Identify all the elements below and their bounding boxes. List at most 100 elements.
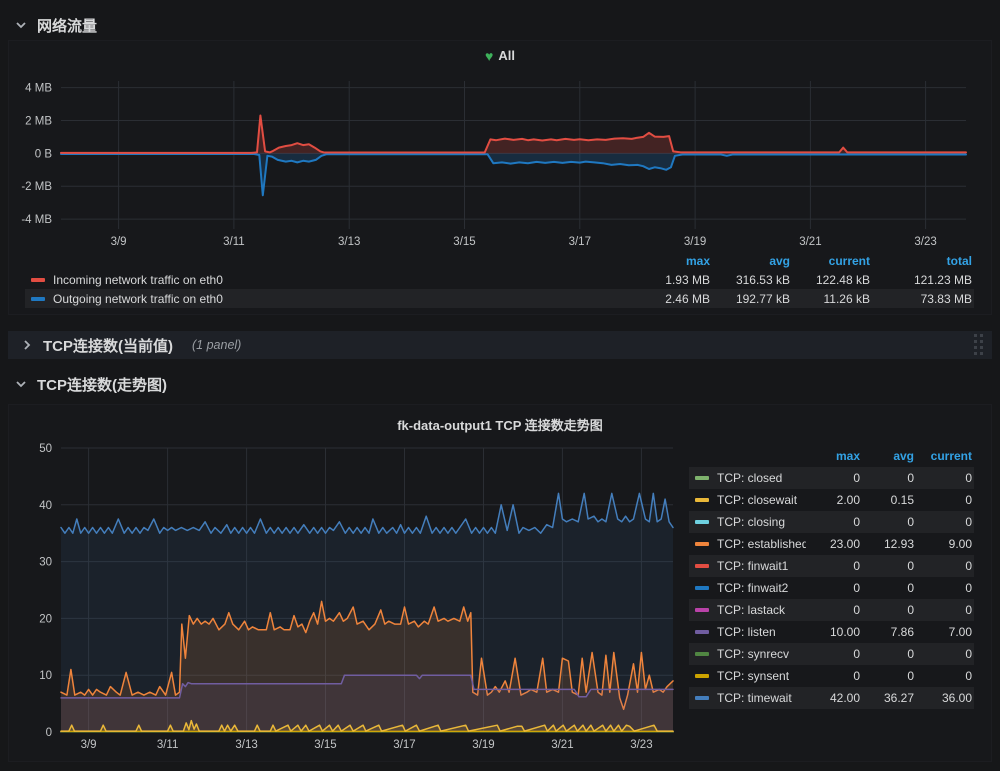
legend-series-label[interactable]: TCP: synrecv <box>689 647 806 661</box>
row-header-tcp-trend[interactable]: TCP连接数(走势图) <box>14 372 167 396</box>
svg-text:40: 40 <box>39 500 52 512</box>
legend-row: TCP: lastack 0 0 0 <box>689 599 974 621</box>
svg-text:3/9: 3/9 <box>111 236 127 247</box>
svg-text:0 B: 0 B <box>35 148 53 160</box>
series-color-swatch <box>695 498 709 502</box>
legend-value: 316.53 kB <box>735 272 790 287</box>
legend-value: 23.00 <box>829 537 860 551</box>
legend-sort-total[interactable]: total <box>946 253 972 268</box>
panel-title-tcp-trend[interactable]: fk-data-output1 TCP 连接数走势图 <box>397 418 603 433</box>
legend-series-label[interactable]: TCP: finwait1 <box>689 559 806 573</box>
legend-value: 0 <box>907 669 914 683</box>
legend-row: Outgoing network traffic on eth0 2.46 MB 1… <box>25 289 974 308</box>
row-header-tcp-current[interactable]: TCP连接数(当前值) (1 panel) <box>8 331 992 359</box>
legend-value: 0 <box>907 515 914 529</box>
svg-text:3/21: 3/21 <box>799 236 821 247</box>
legend-series-label[interactable]: TCP: established <box>689 537 806 551</box>
svg-text:3/19: 3/19 <box>472 739 494 751</box>
svg-text:-2 MB: -2 MB <box>21 181 52 193</box>
legend-value: 0 <box>907 647 914 661</box>
svg-text:3/13: 3/13 <box>338 236 360 247</box>
legend-sort-current[interactable]: current <box>930 449 972 463</box>
legend-header: max avg current total <box>25 251 974 270</box>
legend-series-label[interactable]: TCP: lastack <box>689 603 806 617</box>
svg-text:3/23: 3/23 <box>914 236 936 247</box>
svg-text:4 MB: 4 MB <box>25 83 52 95</box>
legend-value: 0 <box>965 581 972 595</box>
panel-title-all[interactable]: ♥ All <box>9 48 991 64</box>
row-drag-handle[interactable] <box>974 334 984 356</box>
legend-value: 0 <box>965 493 972 507</box>
series-color-swatch <box>695 542 709 546</box>
svg-text:3/23: 3/23 <box>630 739 652 751</box>
network-traffic-chart[interactable]: 4 MB 2 MB 0 B -2 MB -4 MB 3/9 3/11 3/13 3/15 3/17… <box>1 77 1000 247</box>
legend-series-label[interactable]: TCP: closing <box>689 515 806 529</box>
legend-series-label[interactable]: Incoming network traffic on eth0 <box>25 273 620 287</box>
series-color-swatch <box>695 564 709 568</box>
legend-sort-avg[interactable]: avg <box>893 449 914 463</box>
legend-value: 11.26 kB <box>823 291 870 306</box>
network-legend-table: max avg current total Incoming network traff… <box>25 251 974 308</box>
svg-text:10: 10 <box>39 670 52 682</box>
legend-value: 121.23 MB <box>913 272 972 287</box>
legend-value: 1.93 MB <box>665 272 710 287</box>
legend-value: 7.86 <box>890 625 914 639</box>
svg-text:3/11: 3/11 <box>223 236 245 247</box>
svg-text:3/15: 3/15 <box>314 739 336 751</box>
legend-row: TCP: timewait 42.00 36.27 36.00 <box>689 687 974 709</box>
legend-header: max avg current <box>689 445 974 467</box>
series-color-swatch <box>695 608 709 612</box>
series-color-swatch <box>31 277 45 282</box>
legend-series-label[interactable]: TCP: finwait2 <box>689 581 806 595</box>
legend-series-label[interactable]: TCP: closed <box>689 471 806 485</box>
svg-text:3/11: 3/11 <box>157 739 179 751</box>
legend-row: TCP: listen 10.00 7.86 7.00 <box>689 621 974 643</box>
legend-series-label[interactable]: TCP: timewait <box>689 691 806 705</box>
legend-row: TCP: closewait 2.00 0.15 0 <box>689 489 974 511</box>
legend-value: 36.27 <box>883 691 914 705</box>
legend-value: 36.00 <box>941 691 972 705</box>
legend-value: 0 <box>853 471 860 485</box>
series-color-swatch <box>695 630 709 634</box>
legend-sort-max[interactable]: max <box>685 253 710 268</box>
tcp-legend-table: max avg current TCP: closed 0 0 0 TCP: closewai… <box>689 445 974 709</box>
row-title-tcp-trend[interactable]: TCP连接数(走势图) <box>37 376 167 394</box>
legend-row: TCP: synrecv 0 0 0 <box>689 643 974 665</box>
legend-value: 0 <box>965 559 972 573</box>
row-title-tcp-current[interactable]: TCP连接数(当前值) <box>43 337 173 355</box>
legend-value: 0.15 <box>890 493 914 507</box>
panel-title-text: All <box>498 48 515 63</box>
legend-sort-avg[interactable]: avg <box>769 253 790 268</box>
svg-text:3/13: 3/13 <box>235 739 257 751</box>
series-color-swatch <box>695 674 709 678</box>
svg-text:50: 50 <box>39 443 52 455</box>
legend-row: TCP: closing 0 0 0 <box>689 511 974 533</box>
legend-series-label[interactable]: TCP: closewait <box>689 493 806 507</box>
svg-text:3/19: 3/19 <box>684 236 706 247</box>
legend-sort-max[interactable]: max <box>835 449 860 463</box>
svg-text:3/15: 3/15 <box>453 236 475 247</box>
legend-series-label[interactable]: TCP: listen <box>689 625 806 639</box>
panel-network-traffic: ♥ All 4 MB 2 MB 0 B -2 MB -4 MB 3/9 3/11 3/13 3/1… <box>8 40 992 315</box>
legend-value: 2.00 <box>836 493 860 507</box>
legend-value: 9.00 <box>948 537 972 551</box>
legend-value: 0 <box>907 559 914 573</box>
legend-value: 0 <box>965 471 972 485</box>
row-header-network[interactable]: 网络流量 <box>14 13 97 37</box>
row-panel-count: (1 panel) <box>192 338 242 352</box>
legend-series-label[interactable]: TCP: synsent <box>689 669 806 683</box>
legend-value: 0 <box>853 647 860 661</box>
legend-value: 0 <box>853 559 860 573</box>
series-color-swatch <box>31 296 45 301</box>
panel-tcp-trend: fk-data-output1 TCP 连接数走势图 0 10 20 30 40 50 3/… <box>8 404 992 762</box>
legend-value: 12.93 <box>883 537 914 551</box>
row-title-network[interactable]: 网络流量 <box>37 17 98 35</box>
legend-value: 0 <box>853 603 860 617</box>
legend-sort-current[interactable]: current <box>828 253 870 268</box>
series-color-swatch <box>695 652 709 656</box>
svg-text:3/21: 3/21 <box>551 739 573 751</box>
legend-value: 10.00 <box>829 625 860 639</box>
tcp-trend-chart[interactable]: 0 10 20 30 40 50 3/9 3/11 3/13 3/15 3/17 3/19 3/21 3/… <box>1 441 691 763</box>
legend-series-label[interactable]: Outgoing network traffic on eth0 <box>25 292 620 306</box>
